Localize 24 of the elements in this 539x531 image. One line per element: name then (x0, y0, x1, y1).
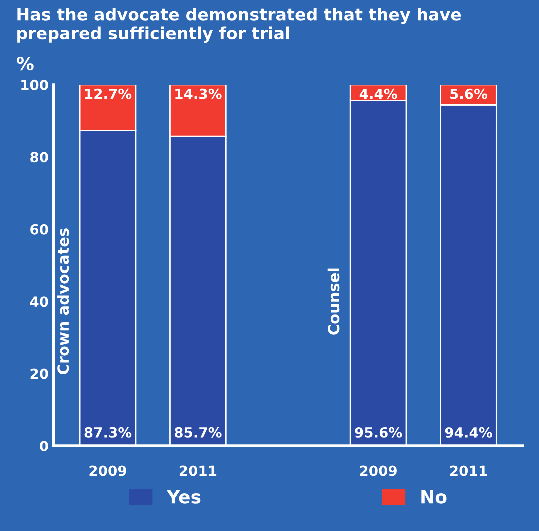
data-label: 94.4% (445, 427, 492, 438)
data-label: 85.7% (174, 427, 222, 438)
y-tick-label: 100 (22, 80, 48, 90)
data-label: 95.6% (355, 427, 402, 438)
y-axis-title: % (16, 56, 34, 71)
y-tick-label: 0 (40, 441, 48, 452)
data-label: 12.7% (85, 88, 132, 100)
data-label: 87.3% (84, 427, 132, 438)
x-tick-label: 2009 (90, 466, 126, 476)
legend-label: Yes (166, 490, 201, 504)
chart-title: Has the advocate demonstrated that they have prepared sufficiently for trial (18, 8, 462, 44)
y-tick-label: 20 (30, 368, 48, 380)
annotation: Crown advocates (57, 228, 70, 375)
annotation: Counsel (328, 268, 340, 335)
data-label: 5.6% (450, 88, 488, 100)
y-tick-label: 40 (30, 296, 48, 308)
y-tick-label: 80 (30, 152, 48, 163)
x-tick-label: 2011 (180, 466, 217, 476)
y-tick-label: 60 (30, 224, 48, 235)
legend-label: No (422, 490, 447, 504)
x-tick-label: 2009 (360, 466, 397, 476)
data-label: 4.4% (360, 88, 398, 100)
x-tick-label: 2011 (450, 466, 488, 476)
data-label: 14.3% (176, 88, 222, 100)
